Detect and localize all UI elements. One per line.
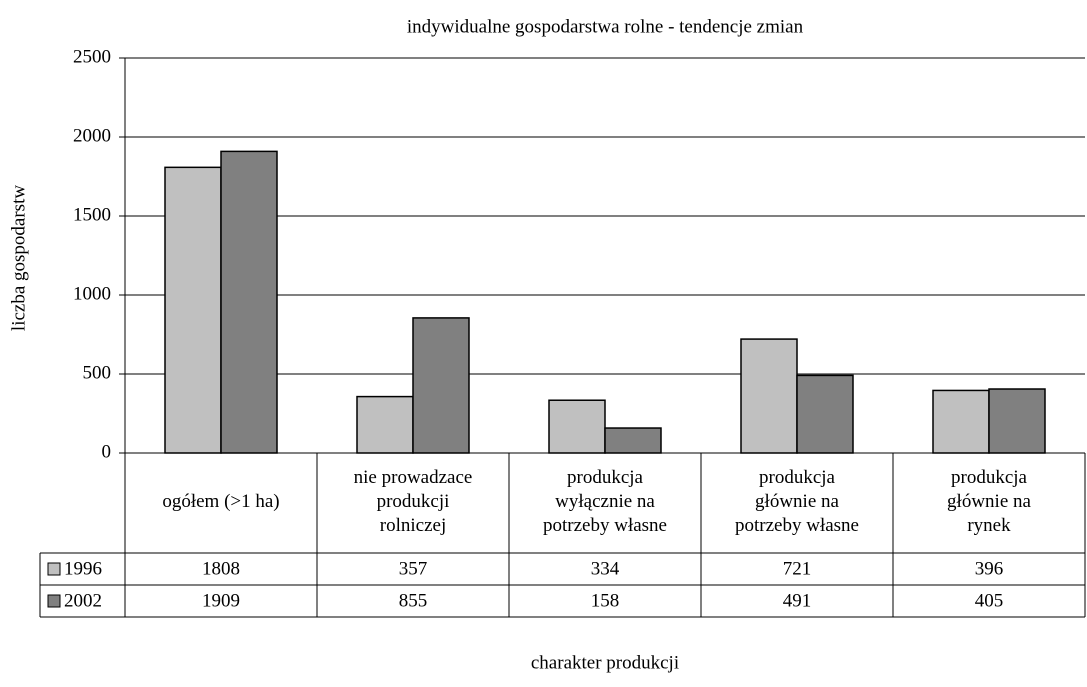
legend-swatch <box>47 594 61 608</box>
table-value: 405 <box>975 590 1004 611</box>
bar <box>604 427 662 454</box>
table-value: 158 <box>591 590 620 611</box>
y-tick-label: 1000 <box>73 283 111 304</box>
legend-swatch <box>47 562 61 576</box>
bar <box>548 399 606 454</box>
x-tick-label: produkcja wyłącznie na potrzeby własne <box>543 467 667 536</box>
bar <box>796 374 854 454</box>
x-tick-label: nie prowadzace produkcji rolniczej <box>354 467 473 536</box>
bar <box>988 388 1046 454</box>
bar <box>412 317 470 454</box>
table-value: 396 <box>975 558 1004 579</box>
table-value: 357 <box>399 558 428 579</box>
y-axis-label: liczba gospodarstw <box>8 185 29 331</box>
y-tick-label: 0 <box>102 441 112 462</box>
bar <box>164 166 222 454</box>
x-tick-label: produkcja głównie na potrzeby własne <box>735 467 859 536</box>
x-tick-label: ogółem (>1 ha) <box>162 491 279 512</box>
x-tick-label: produkcja głównie na rynek <box>947 467 1031 536</box>
bar <box>356 395 414 454</box>
legend-label: 1996 <box>64 558 102 579</box>
bar <box>932 389 990 454</box>
table-value: 1808 <box>202 558 240 579</box>
y-tick-label: 2000 <box>73 125 111 146</box>
table-value: 334 <box>591 558 620 579</box>
y-tick-label: 1500 <box>73 204 111 225</box>
table-value: 491 <box>783 590 812 611</box>
table-value: 855 <box>399 590 428 611</box>
table-value: 1909 <box>202 590 240 611</box>
y-tick-label: 2500 <box>73 46 111 67</box>
bar <box>220 150 278 454</box>
x-axis-label: charakter produkcji <box>531 652 679 673</box>
y-tick-label: 500 <box>83 362 112 383</box>
bar <box>740 338 798 454</box>
table-value: 721 <box>783 558 812 579</box>
chart-title: indywidualne gospodarstwa rolne - tenden… <box>407 16 804 37</box>
legend-label: 2002 <box>64 590 102 611</box>
